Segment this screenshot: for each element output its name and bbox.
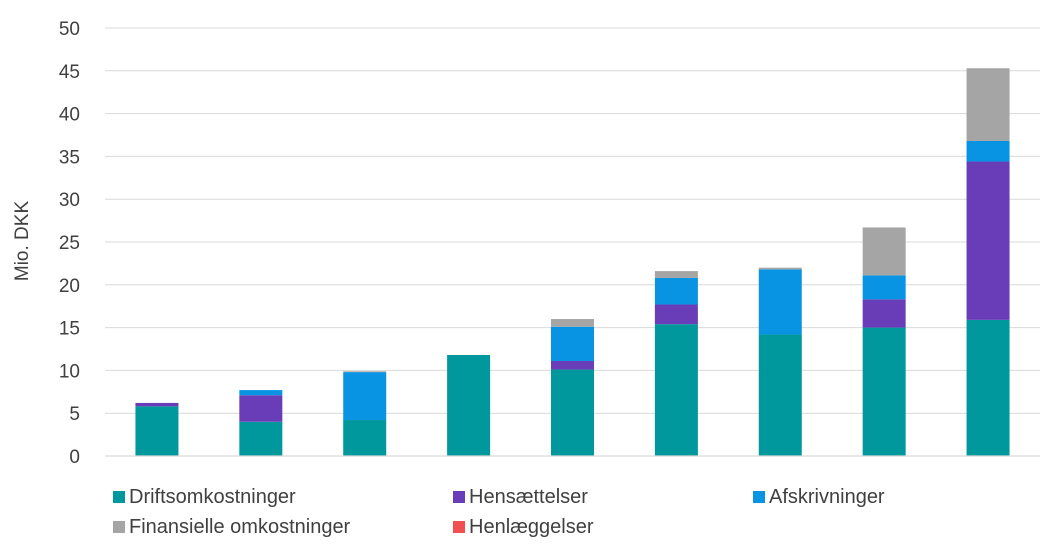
y-tick-label: 50 [59, 19, 80, 40]
legend-label: Hensættelser [469, 485, 588, 508]
y-tick-label: 45 [59, 62, 80, 83]
legend-swatch [753, 491, 765, 503]
bar-segment [551, 326, 594, 361]
bar-segment [551, 360, 594, 370]
bar-segment [966, 140, 1010, 162]
y-tick-label: 0 [69, 447, 80, 468]
bar-segment [966, 161, 1010, 320]
bars [135, 68, 1010, 456]
bar-segment [654, 271, 698, 278]
y-tick-label: 25 [59, 233, 80, 254]
legend-label: Afskrivninger [769, 485, 885, 508]
y-axis-ticks: 0 5 10 15 20 25 30 35 40 45 50 [59, 19, 80, 468]
legend-label: Finansielle omkostninger [129, 515, 351, 538]
bar-segment [551, 369, 594, 456]
y-axis-title: Mio. DKK [12, 201, 33, 282]
y-tick-label: 30 [59, 190, 80, 211]
bar-segment [239, 395, 283, 422]
bar-segment [862, 299, 906, 328]
bar-segment [862, 327, 906, 456]
legend: Driftsomkostninger Hensættelser Afskrivnin… [113, 483, 1013, 543]
y-tick-label: 35 [59, 147, 80, 168]
legend-item: Henlæggelser [453, 513, 594, 541]
bar-segment [239, 390, 283, 396]
bar-segment [966, 68, 1010, 141]
bar-segment [758, 334, 802, 456]
legend-item: Driftsomkostninger [113, 483, 296, 511]
legend-item: Finansielle omkostninger [113, 513, 350, 541]
y-tick-label: 15 [59, 319, 80, 340]
legend-swatch [113, 491, 125, 503]
bar-segment [343, 420, 387, 456]
bar-segment [862, 275, 906, 300]
bar-segment [447, 354, 491, 456]
bar-segment [654, 324, 698, 456]
bar-segment [966, 319, 1010, 456]
y-tick-label: 10 [59, 361, 80, 382]
legend-swatch [113, 521, 125, 533]
legend-label: Henlæggelser [469, 515, 594, 538]
legend-item: Afskrivninger [753, 483, 885, 511]
legend-label: Driftsomkostninger [129, 485, 296, 508]
bar-segment [654, 277, 698, 305]
y-tick-label: 20 [59, 276, 80, 297]
bar-segment [239, 421, 283, 456]
bar-segment [343, 371, 387, 373]
y-tick-label: 40 [59, 105, 80, 126]
bar-segment [758, 267, 802, 270]
y-tick-label: 5 [69, 404, 80, 425]
bar-segment [758, 269, 802, 335]
bar-segment [654, 304, 698, 325]
bar-segment [551, 319, 594, 327]
bar-segment [343, 372, 387, 421]
gridlines [105, 27, 1040, 414]
legend-swatch [453, 491, 465, 503]
legend-item: Hensættelser [453, 483, 588, 511]
legend-swatch [453, 521, 465, 533]
bar-segment [135, 406, 179, 456]
bar-segment [135, 402, 179, 407]
stacked-bar-chart: 0 5 10 15 20 25 30 35 40 45 50 Mio. DKK [12, 19, 1040, 468]
bar-segment [862, 227, 906, 276]
